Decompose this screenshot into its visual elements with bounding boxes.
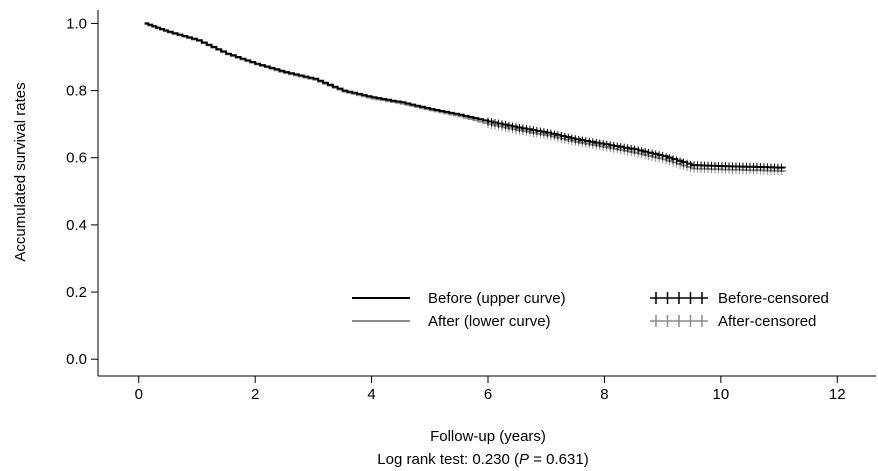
- x-axis-title: Follow-up (years): [430, 428, 546, 445]
- y-axis-title: Accumulated survival rates: [12, 82, 29, 261]
- x-tick-label-2: 4: [367, 386, 375, 403]
- x-tick-label-0: 0: [135, 386, 143, 403]
- y-tick-label-3: 0.6: [66, 150, 87, 167]
- y-tick-label-1: 0.2: [66, 284, 87, 301]
- legend-label-before: Before (upper curve): [428, 290, 566, 307]
- log-rank-note: Log rank test: 0.230 (P = 0.631): [377, 451, 588, 468]
- x-tick-label-6: 12: [829, 386, 846, 403]
- censor-marks-before: [487, 117, 782, 172]
- y-tick-label-2: 0.4: [66, 217, 87, 234]
- x-tick-label-4: 8: [600, 386, 608, 403]
- x-tick-label-3: 6: [484, 386, 492, 403]
- legend: Before (upper curve) Before-censored After…: [352, 290, 829, 330]
- y-tick-label-5: 1.0: [66, 15, 87, 32]
- legend-censored-label-before: Before-censored: [718, 290, 829, 307]
- note-prefix: Log rank test: 0.230 (: [377, 451, 519, 468]
- x-tick-label-5: 10: [712, 386, 729, 403]
- curve-before: [144, 22, 786, 169]
- legend-censored-label-after: After-censored: [718, 313, 816, 330]
- curve-after: [144, 23, 786, 172]
- note-p-symbol: P: [519, 451, 529, 468]
- axes: 0.0 0.2 0.4 0.6 0.8 1.0 0 2 4 6 8 10 12: [66, 10, 876, 403]
- y-tick-label-4: 0.8: [66, 83, 87, 100]
- x-tick-label-1: 2: [251, 386, 259, 403]
- y-tick-label-0: 0.0: [66, 351, 87, 368]
- plot-area: [144, 22, 786, 176]
- note-suffix: = 0.631): [529, 451, 589, 468]
- legend-label-after: After (lower curve): [428, 313, 551, 330]
